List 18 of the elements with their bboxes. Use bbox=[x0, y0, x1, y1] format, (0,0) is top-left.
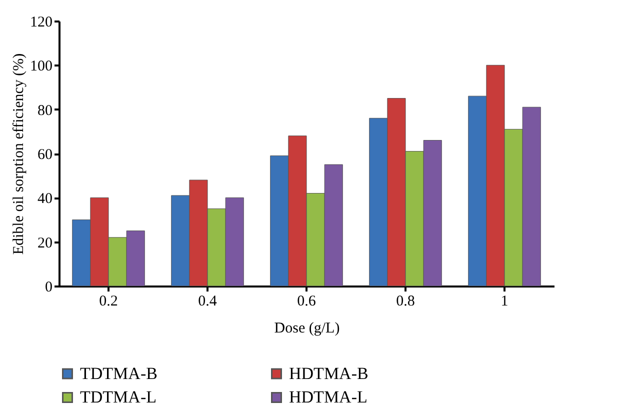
legend-label: TDTMA-B bbox=[80, 364, 158, 383]
y-tick-label: 40 bbox=[38, 191, 52, 208]
legend-label: HDTMA-L bbox=[289, 388, 368, 406]
y-tick-label: 100 bbox=[30, 58, 52, 75]
y-tick-label: 60 bbox=[38, 147, 52, 163]
x-tick-label: 0.8 bbox=[396, 294, 415, 310]
y-tick-label: 80 bbox=[38, 102, 52, 119]
legend-label: TDTMA-L bbox=[80, 388, 156, 406]
x-tick-label: 1 bbox=[500, 294, 508, 310]
x-tick-label: 0.4 bbox=[198, 294, 218, 310]
legend-label: HDTMA-B bbox=[289, 364, 368, 383]
x-tick-label: 0.2 bbox=[99, 294, 118, 310]
y-axis-title: Edible oil sorption efficiency (%) bbox=[11, 53, 27, 255]
x-axis-title: Dose (g/L) bbox=[274, 320, 340, 336]
y-tick-label: 120 bbox=[30, 14, 52, 30]
y-tick-label: 20 bbox=[38, 235, 52, 252]
x-tick-label: 0.6 bbox=[297, 294, 316, 310]
y-tick-label: 0 bbox=[45, 280, 52, 296]
